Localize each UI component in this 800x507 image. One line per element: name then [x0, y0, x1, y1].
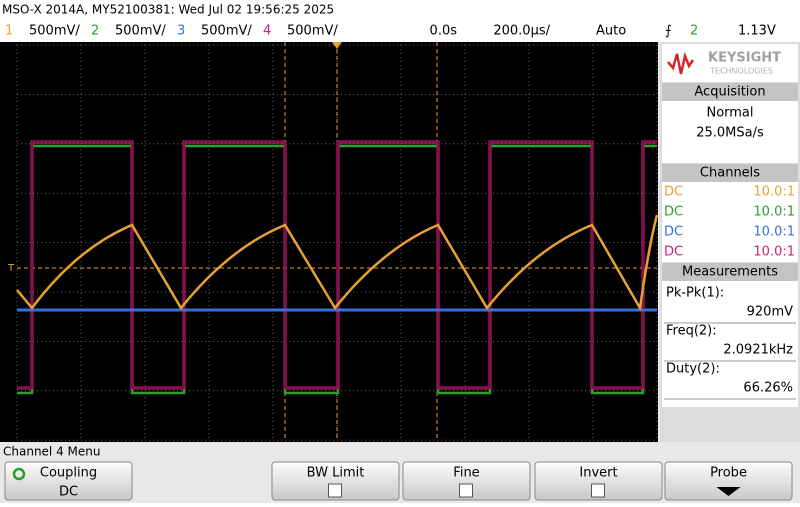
channels-box: [662, 182, 798, 262]
softkey-icon: [12, 467, 26, 481]
channel-scale: 500mV/: [201, 24, 252, 39]
acq-mode: Normal: [706, 106, 753, 121]
channel-4-edge: [17, 141, 657, 389]
channel-number: 2: [91, 24, 99, 39]
brand: KEYSIGHT: [708, 51, 781, 66]
acq-rate: 25.0MSa/s: [696, 126, 764, 141]
channel-scale: 500mV/: [115, 24, 166, 39]
channel-coupling: DC: [664, 225, 683, 240]
softkey-value: DC: [59, 485, 78, 500]
channel-number: 3: [177, 24, 185, 39]
trigger-channel: 2: [690, 24, 698, 39]
title: MSO-X 2014A, MY52100381: Wed Jul 02 19:5…: [2, 3, 334, 17]
meas-value: 920mV: [747, 305, 793, 320]
meas-label: Freq(2):: [666, 324, 717, 339]
trigger-marker: T: [7, 263, 15, 274]
meas-value: 66.26%: [743, 381, 793, 396]
softkey-label: Coupling: [40, 466, 97, 481]
acq-box: [662, 101, 798, 163]
menu-title: Channel 4 Menu: [3, 445, 100, 459]
softkey[interactable]: [402, 461, 531, 501]
logo-wave: [667, 51, 695, 75]
screen: [0, 42, 658, 442]
trigger-slope: ⨍: [665, 24, 672, 39]
softkey-label: Invert: [579, 466, 617, 481]
softkey-label: BW Limit: [307, 466, 365, 481]
section-header: [662, 263, 798, 281]
section-header: [662, 164, 798, 182]
section-title: Measurements: [682, 265, 778, 280]
channel-coupling: DC: [664, 205, 683, 220]
checkbox: [591, 483, 605, 498]
meas-label: Duty(2):: [666, 362, 720, 377]
section-title: Channels: [700, 166, 760, 181]
softkey[interactable]: [271, 461, 400, 501]
softkey[interactable]: [4, 461, 133, 501]
meas-box: [662, 281, 798, 407]
header-bar: [0, 0, 800, 42]
channel-probe: 10.0:1: [753, 205, 795, 220]
channel-scale: 500mV/: [287, 24, 338, 39]
softkey-label: Fine: [453, 466, 479, 481]
channel-probe: 10.0:1: [753, 245, 795, 260]
meas-label: Pk-Pk(1):: [666, 286, 724, 301]
channel-coupling: DC: [664, 245, 683, 260]
trigger-mode: Auto: [596, 24, 626, 39]
section-header: [662, 83, 798, 101]
softkey-arrow: [716, 487, 741, 496]
softkey[interactable]: [664, 461, 793, 501]
softkey[interactable]: [534, 461, 663, 501]
channel-1-wave: [16, 214, 659, 312]
time-scale: 200.0µs/: [493, 24, 550, 39]
channel-probe: 10.0:1: [753, 225, 795, 240]
channel-coupling: DC: [664, 185, 683, 200]
trigger-level: 1.13V: [738, 24, 776, 39]
channel-probe: 10.0:1: [753, 185, 795, 200]
trigger-arrow: [332, 42, 342, 49]
meas-value: 2.0921kHz: [723, 343, 793, 358]
channel-number: 4: [263, 24, 271, 39]
checkbox: [328, 483, 342, 498]
time-offset: 0.0s: [430, 24, 458, 39]
channel-scale: 500mV/: [29, 24, 80, 39]
checkbox: [459, 483, 473, 498]
brand-sub: TECHNOLOGIES: [709, 67, 773, 76]
section-title: Acquisition: [694, 85, 765, 100]
softkey-label: Probe: [710, 466, 747, 481]
channel-number: 1: [5, 24, 13, 39]
